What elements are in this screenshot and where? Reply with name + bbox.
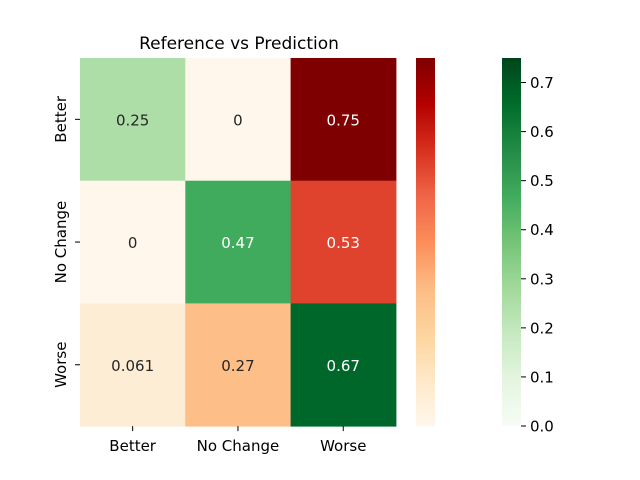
heatmap-cell-labels: 0.25 0 0.75 0 0.47 0.53 0.061 0.27 0.67 xyxy=(111,111,360,374)
colorbar-tick-label: 0.6 xyxy=(530,123,554,141)
cell-value-label: 0.27 xyxy=(221,357,254,375)
cell-value-label: 0 xyxy=(128,234,138,252)
heatmap-cells xyxy=(80,58,397,427)
colorbar-tick-label: 0.3 xyxy=(530,270,554,288)
heatmap-cell xyxy=(185,58,292,182)
colorbar-tick-label: 0.0 xyxy=(530,418,554,436)
heatmap-cell xyxy=(80,58,186,182)
x-tick-label: Better xyxy=(109,437,157,455)
x-tick-label: No Change xyxy=(197,437,280,455)
colorbar-orrd xyxy=(416,58,435,426)
cell-value-label: 0 xyxy=(233,111,243,129)
x-axis: Better No Change Worse xyxy=(109,426,366,455)
colorbar-greens xyxy=(502,58,521,426)
heatmap-cell xyxy=(80,180,186,304)
heatmap-cell xyxy=(80,303,186,427)
cell-value-label: 0.75 xyxy=(327,111,360,129)
heatmap-cell xyxy=(290,303,397,427)
x-tick-label: Worse xyxy=(320,437,366,455)
colorbar-tick-label: 0.1 xyxy=(530,368,554,386)
cell-value-label: 0.67 xyxy=(327,357,360,375)
y-tick-label: Better xyxy=(52,95,70,143)
cell-value-label: 0.061 xyxy=(111,357,154,375)
heatmap-cell xyxy=(290,180,397,304)
heatmap-cell xyxy=(290,58,397,182)
y-tick-label: No Change xyxy=(52,201,70,284)
y-axis: Better No Change Worse xyxy=(52,95,80,388)
chart-title: Reference vs Prediction xyxy=(139,34,339,54)
cell-value-label: 0.47 xyxy=(221,234,254,252)
heatmap-cell xyxy=(185,180,292,304)
colorbar-tick-label: 0.7 xyxy=(530,74,554,92)
cell-value-label: 0.25 xyxy=(116,111,149,129)
y-tick-label: Worse xyxy=(52,342,70,388)
heatmap-cell xyxy=(185,303,292,427)
cell-value-label: 0.53 xyxy=(327,234,360,252)
colorbar-greens-axis: 0.0 0.1 0.2 0.3 0.4 0.5 0.6 0.7 xyxy=(521,74,554,436)
colorbar-tick-label: 0.2 xyxy=(530,319,554,337)
colorbar-tick-label: 0.4 xyxy=(530,221,554,239)
colorbar-tick-label: 0.5 xyxy=(530,172,554,190)
